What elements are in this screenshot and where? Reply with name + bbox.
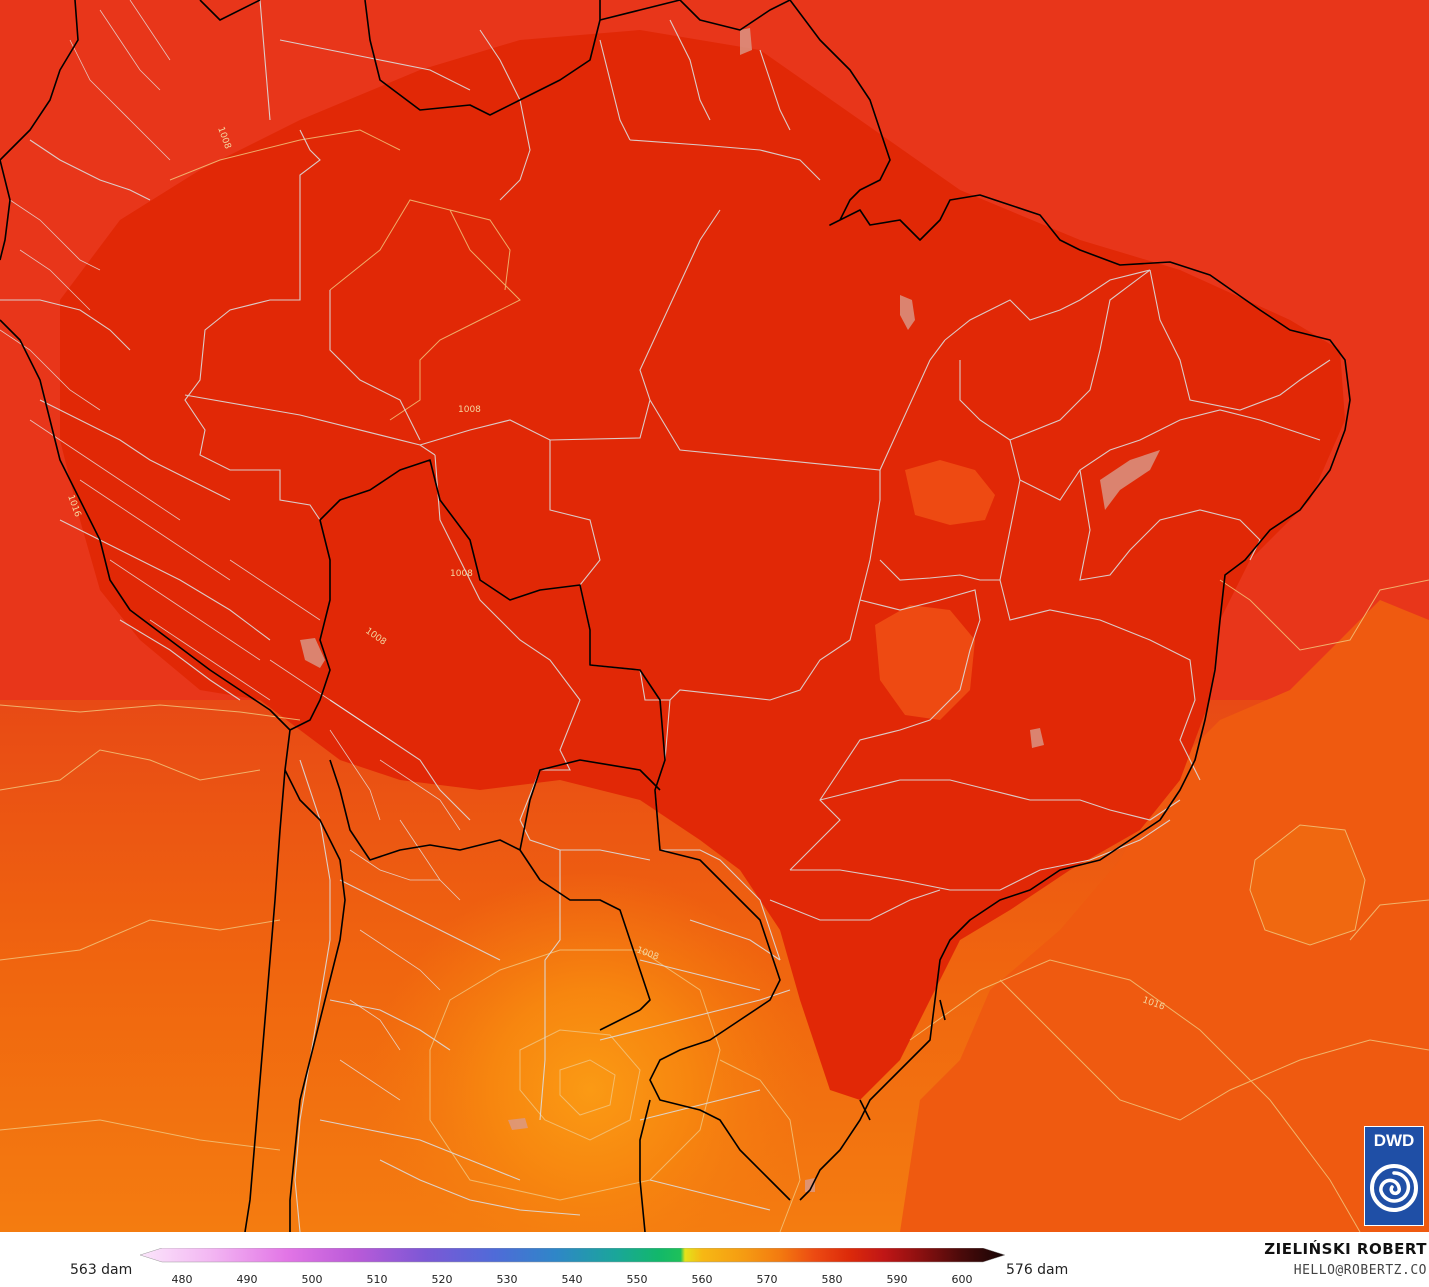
colorbar: 480 490 500 510 520 530 540 550 560 570 …	[140, 1248, 1005, 1286]
coastlines	[0, 0, 1351, 1232]
author-email: HELLO@ROBERTZ.CO	[1293, 1263, 1427, 1278]
colorbar-tick-label: 570	[757, 1273, 778, 1286]
dwd-logo: DWD	[1364, 1126, 1424, 1226]
isobar-lines	[0, 129, 1429, 1232]
colorbar-gradient	[140, 1248, 1005, 1263]
atlantic-warm-band	[900, 600, 1429, 1232]
legend-max-label: 576 dam	[1006, 1262, 1069, 1278]
colorbar-tick-label: 490	[237, 1273, 258, 1286]
interior-orange-patch-2	[875, 605, 975, 720]
geopotential-map: 1008 1008 1008 1008 1016 1016 1008	[0, 0, 1429, 1232]
contour-label: 1008	[450, 569, 473, 579]
legend-min-label: 563 dam	[70, 1262, 133, 1278]
land-core-field	[60, 30, 1345, 1100]
colorbar-tick-label: 510	[367, 1273, 388, 1286]
colorbar-tick-label: 550	[627, 1273, 648, 1286]
colorbar-tick-label: 500	[302, 1273, 323, 1286]
colorbar-tick-label: 600	[952, 1273, 973, 1286]
political-borders	[0, 0, 1331, 1232]
colorbar-tick-label: 530	[497, 1273, 518, 1286]
contour-label: 1008	[458, 405, 481, 415]
colorbar-tick-label: 520	[432, 1273, 453, 1286]
spiral-icon	[1370, 1164, 1418, 1212]
interior-orange-patch-1	[905, 460, 995, 525]
colorbar-ticks: 480 490 500 510 520 530 540 550 560 570 …	[172, 1273, 973, 1286]
colorbar-tick-label: 560	[692, 1273, 713, 1286]
andes-fine-lines	[0, 0, 461, 1101]
colorbar-tick-label: 580	[822, 1273, 843, 1286]
terrain-patches	[300, 28, 1160, 1192]
colorbar-tick-label: 480	[172, 1273, 193, 1286]
dwd-logo-text: DWD	[1373, 1131, 1415, 1150]
colorbar-tick-label: 540	[562, 1273, 583, 1286]
author-name: ZIELIŃSKI ROBERT	[1264, 1240, 1427, 1258]
warm-core	[370, 870, 810, 1232]
colorbar-tick-label: 590	[887, 1273, 908, 1286]
atlantic-ring	[1250, 825, 1365, 945]
